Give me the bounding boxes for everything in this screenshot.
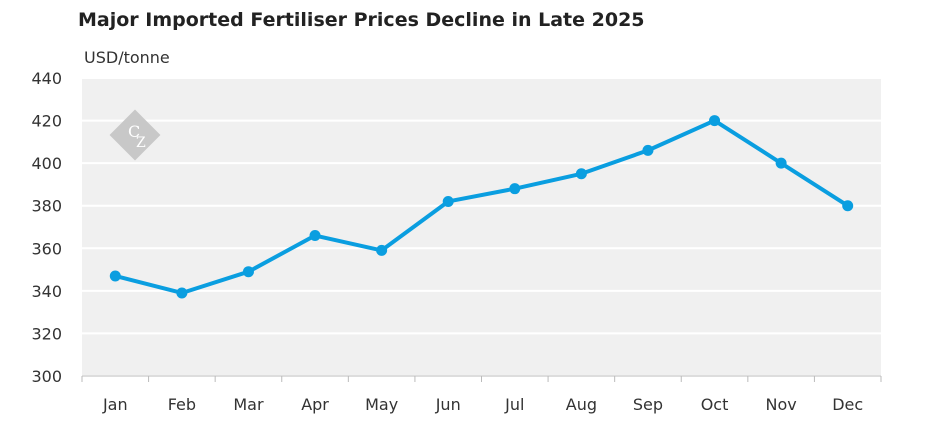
chart-title: Major Imported Fertiliser Prices Decline… <box>78 9 645 31</box>
y-tick-label: 420 <box>31 112 62 131</box>
data-point-jun <box>442 195 454 207</box>
x-tick-label: Dec <box>832 395 863 414</box>
series-line <box>114 118 849 295</box>
y-tick-label: 320 <box>31 324 62 343</box>
data-point-mar <box>242 266 254 278</box>
x-tick-label: Jan <box>102 395 128 414</box>
y-tick-label: 360 <box>31 239 62 258</box>
data-point-feb <box>176 287 188 299</box>
data-point-dec <box>842 200 854 212</box>
x-tick-label: Apr <box>301 395 329 414</box>
watermark-logo: C Z <box>109 109 161 161</box>
y-tick-label: 380 <box>31 197 62 216</box>
svg-text:Z: Z <box>136 135 146 151</box>
x-tick-label: May <box>365 395 398 414</box>
data-point-sep <box>642 144 654 156</box>
y-tick-label: 300 <box>31 367 62 386</box>
svg-text:C: C <box>128 122 140 141</box>
x-tick-label: Oct <box>701 395 729 414</box>
x-tick-label: Jul <box>504 395 524 414</box>
x-tick-label: Nov <box>766 395 797 414</box>
y-tick-label: 440 <box>31 69 62 88</box>
x-tick-label: Sep <box>633 395 663 414</box>
data-point-jan <box>109 270 121 282</box>
y-tick-label: 340 <box>31 282 62 301</box>
data-point-may <box>376 244 388 256</box>
data-point-oct <box>709 115 721 127</box>
plot-area <box>82 78 881 376</box>
x-tick-label: Mar <box>233 395 264 414</box>
data-point-nov <box>775 157 787 169</box>
data-point-apr <box>309 230 321 242</box>
x-tick-label: Feb <box>168 395 196 414</box>
y-axis-label: USD/tonne <box>84 48 170 67</box>
data-point-aug <box>575 168 587 180</box>
y-tick-label: 400 <box>31 154 62 173</box>
x-tick-label: Jun <box>435 395 461 414</box>
x-tick-label: Aug <box>566 395 597 414</box>
data-point-jul <box>509 183 521 195</box>
